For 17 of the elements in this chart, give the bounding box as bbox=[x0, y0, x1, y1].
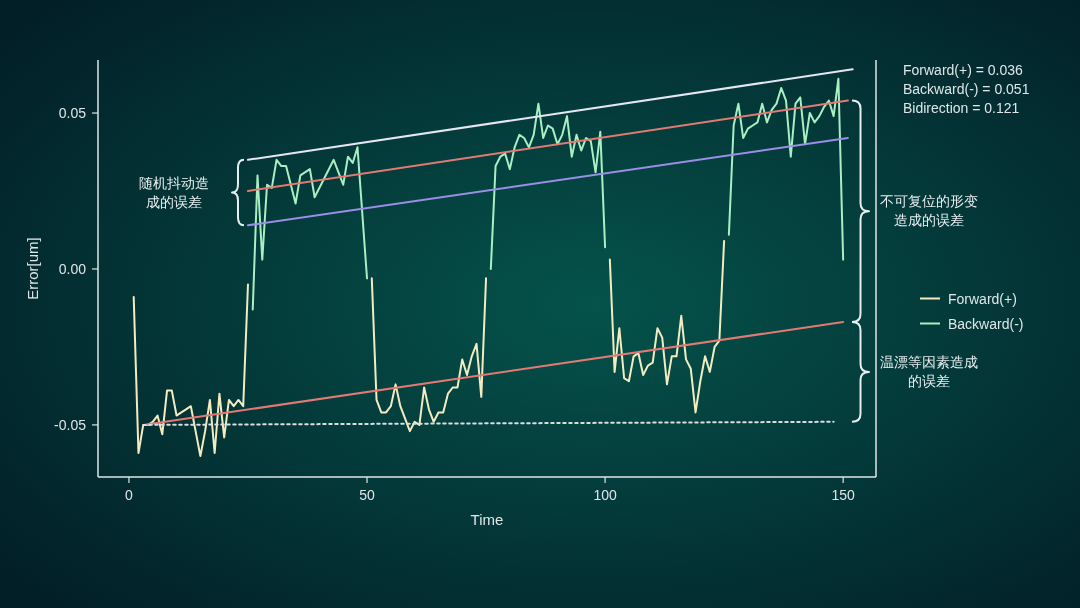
y-tick-label: -0.05 bbox=[54, 416, 86, 433]
legend-label: Forward(+) bbox=[948, 290, 1017, 307]
annotation: 不可复位的形变造成的误差 bbox=[879, 192, 979, 231]
x-axis-title: Time bbox=[470, 511, 504, 528]
y-tick-label: 0.05 bbox=[58, 105, 86, 121]
y-axis-title: Error[um] bbox=[24, 237, 41, 300]
x-tick-label: 0 bbox=[125, 487, 133, 503]
annotation: 随机抖动造成的误差 bbox=[137, 173, 210, 212]
annotation: 温漂等因素造成的误差 bbox=[879, 352, 979, 391]
x-tick-label: 150 bbox=[831, 487, 855, 503]
x-tick-label: 100 bbox=[593, 487, 617, 503]
stats-text: Forward(+) = 0.036 bbox=[903, 62, 1023, 78]
y-tick-label: 0.00 bbox=[58, 260, 86, 277]
stats-text: Bidirection = 0.121 bbox=[903, 100, 1020, 116]
x-tick-label: 50 bbox=[359, 487, 375, 503]
legend-label: Backward(-) bbox=[948, 315, 1024, 332]
stats-text: Backward(-) = 0.051 bbox=[903, 81, 1030, 97]
